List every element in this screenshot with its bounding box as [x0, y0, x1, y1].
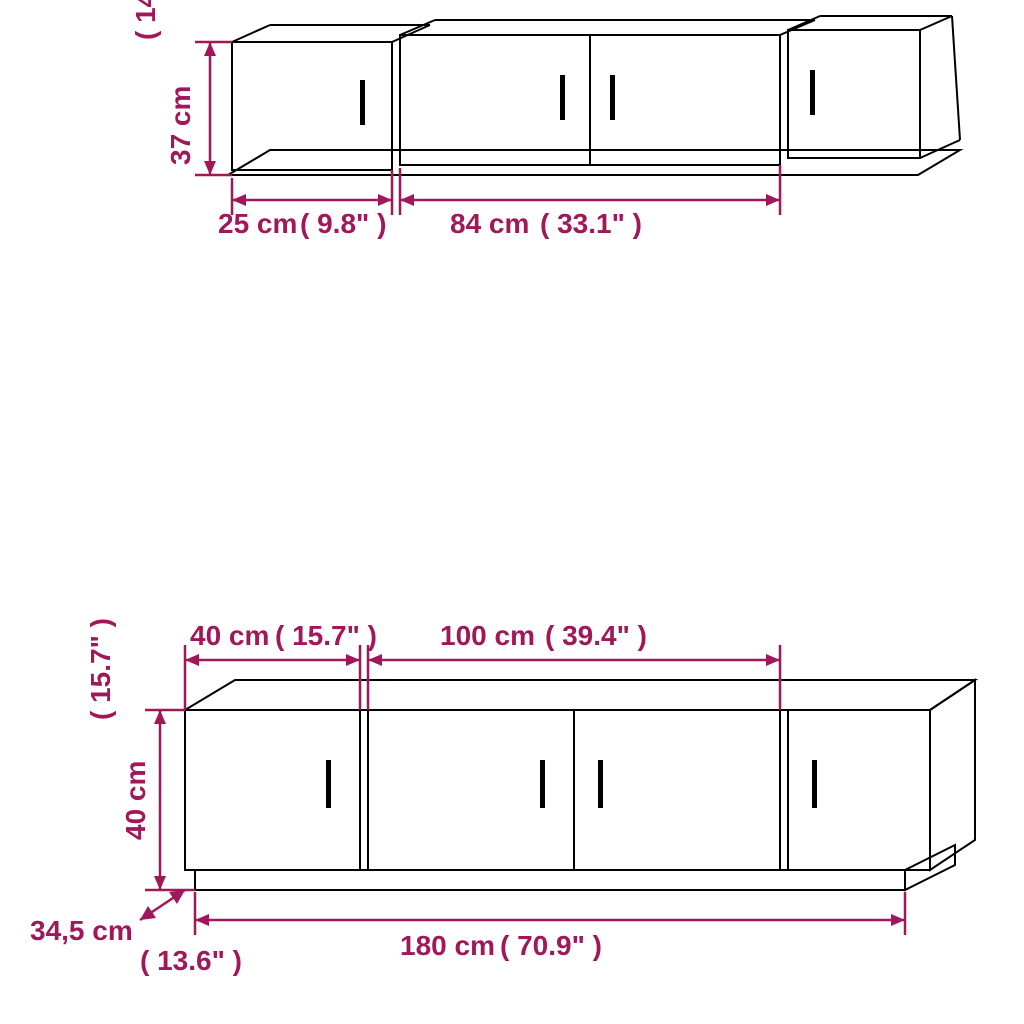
label-lower-depth-cm: 34,5 cm [30, 915, 133, 947]
dim-lower-center-width [368, 645, 780, 710]
label-upper-small-in: ( 9.8" ) [300, 208, 386, 240]
dim-lower-total-width [195, 892, 905, 935]
label-lower-depth-in: ( 13.6" ) [140, 945, 242, 977]
dim-lower-depth [140, 890, 185, 920]
dim-lower-small-width [185, 645, 360, 710]
dim-upper-height [195, 42, 232, 175]
dim-lower-height [145, 710, 195, 890]
technical-drawing: ( 14.6" ) 37 cm 25 cm ( 9.8" ) 84 cm ( 3… [0, 0, 1024, 1024]
label-lower-height-cm: 40 cm [120, 761, 152, 840]
label-upper-center-in: ( 33.1" ) [540, 208, 642, 240]
label-lower-center-in: ( 39.4" ) [545, 620, 647, 652]
label-lower-total-cm: 180 cm [400, 930, 495, 962]
label-lower-total-in: ( 70.9" ) [500, 930, 602, 962]
label-lower-small-cm: 40 cm [190, 620, 269, 652]
label-upper-small-cm: 25 cm [218, 208, 297, 240]
drawing-svg [0, 0, 1024, 1024]
label-lower-height-in: ( 15.7" ) [85, 618, 117, 720]
lower-unit [185, 680, 975, 890]
label-upper-height-cm: 37 cm [165, 86, 197, 165]
label-lower-center-cm: 100 cm [440, 620, 535, 652]
label-upper-height-in: ( 14.6" ) [130, 0, 162, 40]
label-lower-small-in: ( 15.7" ) [275, 620, 377, 652]
upper-unit [228, 16, 960, 175]
label-upper-center-cm: 84 cm [450, 208, 529, 240]
